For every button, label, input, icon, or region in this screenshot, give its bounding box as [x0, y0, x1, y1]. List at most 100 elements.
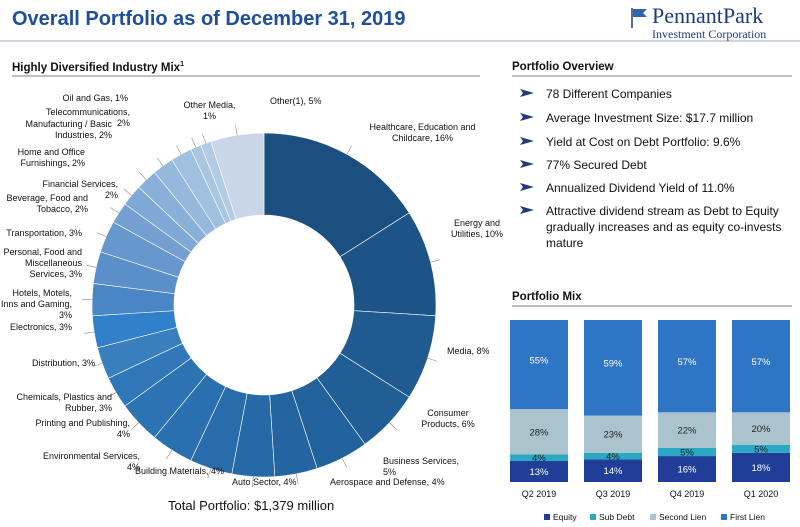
bar-value-label: 14%	[603, 466, 623, 477]
bar-value-label: 5%	[754, 444, 768, 455]
bullet-arrow	[520, 113, 534, 121]
leader-line	[295, 473, 299, 484]
bar-title: Portfolio Mix	[512, 291, 582, 303]
slice-label: Media, 8%	[447, 346, 490, 356]
leader-line	[166, 450, 173, 459]
bullet-arrow	[520, 206, 534, 214]
donut-slice	[210, 132, 265, 220]
bar-segment	[584, 415, 642, 453]
legend-label: Equity	[553, 512, 577, 522]
logo-sub: Investment Corporation	[652, 27, 767, 41]
bar-value-label: 57%	[677, 357, 697, 368]
slice-label: Other Media, 1%	[183, 100, 236, 121]
leader-line	[123, 188, 132, 196]
bar-segment	[510, 409, 568, 455]
donut-title-text: Highly Diversified Industry Mix	[12, 61, 181, 74]
bar-segment	[732, 444, 790, 453]
legend-label: Second Lien	[659, 512, 707, 522]
bar-value-label: 22%	[677, 426, 697, 437]
leader-line	[84, 331, 95, 334]
bar-value-label: 4%	[532, 453, 546, 464]
bullet-arrow	[520, 183, 534, 191]
bar-value-label: 20%	[751, 424, 771, 435]
legend-label: First Lien	[730, 512, 765, 522]
leader-line	[235, 125, 238, 136]
bar-value-label: 59%	[603, 359, 623, 370]
leader-line	[86, 265, 97, 268]
leader-line	[156, 157, 164, 167]
x-tick-label: Q3 2019	[596, 489, 631, 499]
legend-swatch	[650, 514, 656, 520]
slice-label: Hotels, Motels, Inns and Gaming, 3%	[0, 288, 72, 320]
bullet-arrow	[520, 89, 534, 97]
slice-label: Transportation, 3%	[6, 228, 82, 238]
leader-line	[252, 476, 254, 487]
bullet-text: 77% Secured Debt	[546, 158, 647, 172]
bar-segment	[510, 454, 568, 461]
x-tick-label: Q1 2020	[744, 489, 779, 499]
leader-line	[191, 137, 196, 148]
leader-line	[427, 357, 438, 362]
leader-line	[96, 232, 107, 237]
slice-label: Distribution, 3%	[31, 358, 95, 368]
slice-label: Home and Office Furnishings, 2%	[17, 147, 85, 168]
slice-label: Personal, Food and Miscellaneous Service…	[3, 247, 82, 279]
x-tick-label: Q2 2019	[522, 489, 557, 499]
overview-title: Portfolio Overview	[512, 61, 614, 73]
bar-segment	[510, 460, 568, 482]
leader-line	[430, 259, 441, 263]
slice-label: Other(1), 5%	[270, 96, 322, 106]
slice-label: Beverage, Food and Tobacco, 2%	[6, 193, 88, 214]
bar-value-label: 18%	[751, 463, 771, 474]
slice-label: Electronics, 3%	[9, 322, 72, 332]
legend-swatch	[721, 514, 727, 520]
bullet-text: Yield at Cost on Debt Portfolio: 9.6%	[546, 135, 741, 149]
legend-swatch	[590, 514, 596, 520]
bullet-arrow	[520, 160, 534, 168]
bar-segment	[658, 320, 716, 413]
bar-value-label: 23%	[603, 430, 623, 441]
bullet-text: Annualized Dividend Yield of 11.0%	[546, 181, 735, 195]
donut-title: Highly Diversified Industry Mix1	[12, 61, 184, 74]
slice-label: Financial Services, 2%	[42, 179, 118, 200]
bullet-text: Average Investment Size: $17.7 million	[546, 111, 754, 125]
leader-line	[107, 392, 117, 398]
slice-label: Printing and Publishing, 4%	[35, 418, 130, 439]
bar-value-label: 16%	[677, 465, 697, 476]
bullet-arrow	[520, 137, 534, 145]
total-annotation: Total Portfolio: $1,379 million	[168, 498, 335, 513]
slice-label: Auto Sector, 4%	[232, 477, 297, 487]
bullet-text: Attractive dividend stream as Debt to Eq…	[546, 204, 782, 250]
slice-label: Consumer Products, 6%	[421, 408, 475, 429]
slice-label: Manufacturing / Basic Industries, 2%	[25, 119, 112, 140]
leader-line	[389, 422, 397, 430]
slice-label: Aerospace and Defense, 4%	[330, 477, 445, 487]
slice-label: Energy and Utilities, 10%	[450, 218, 504, 239]
leader-line	[341, 458, 347, 468]
bar-segment	[584, 459, 642, 482]
bar-value-label: 57%	[751, 357, 771, 368]
leader-line	[110, 207, 119, 214]
donut-title-note: 1	[180, 61, 184, 68]
bar-value-label: 5%	[680, 448, 694, 459]
leader-line	[202, 133, 207, 144]
leader-line	[131, 422, 139, 430]
slice-label: Chemicals, Plastics and Rubber, 3%	[16, 392, 112, 413]
slice-label: Environmental Services, 4%	[42, 451, 140, 472]
page-title: Overall Portfolio as of December 31, 201…	[12, 8, 406, 30]
legend-label: Sub Debt	[599, 512, 635, 522]
bar-segment	[732, 412, 790, 445]
bar-value-label: 4%	[606, 452, 620, 463]
bar-segment	[510, 320, 568, 410]
leader-line	[207, 468, 212, 479]
logo-flag	[631, 8, 647, 28]
bar-value-label: 55%	[529, 356, 549, 367]
leader-line	[92, 362, 103, 367]
bar-segment	[658, 447, 716, 457]
bar-segment	[658, 456, 716, 482]
logo-name: PennantPark	[652, 3, 764, 28]
slice-label: Business Services, 5%	[383, 456, 460, 477]
leader-line	[176, 145, 182, 155]
